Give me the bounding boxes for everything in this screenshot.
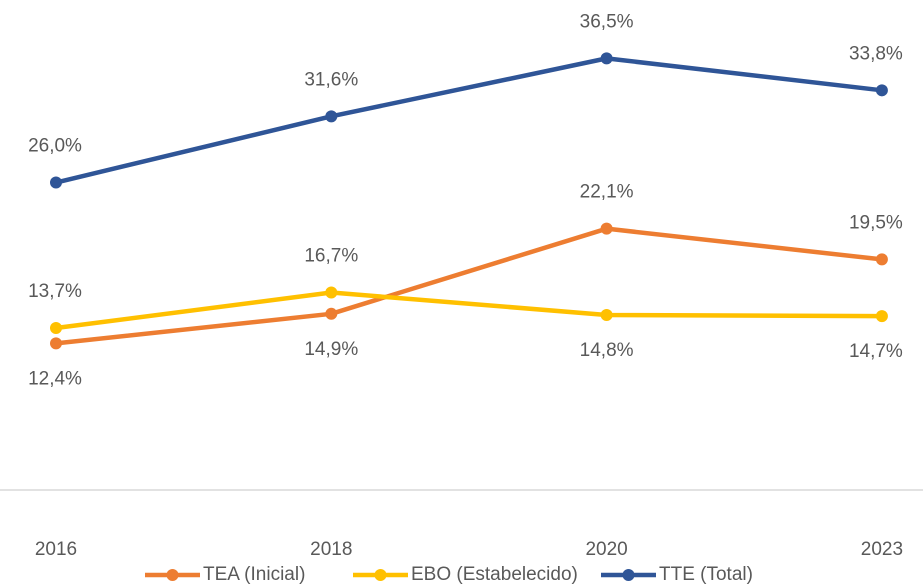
- data-point: [600, 222, 613, 235]
- data-label: 14,9%: [304, 339, 358, 360]
- legend-marker: [374, 569, 387, 581]
- data-point: [325, 110, 338, 123]
- data-label: 26,0%: [28, 136, 82, 157]
- data-point: [50, 321, 62, 334]
- data-point: [50, 337, 62, 350]
- legend-label: TEA (Inicial): [203, 564, 305, 585]
- data-point: [600, 52, 613, 65]
- data-point: [325, 286, 338, 299]
- data-label: 36,5%: [580, 11, 634, 32]
- series-line: [55, 290, 882, 331]
- data-point: [875, 310, 888, 323]
- x-tick-label: 2016: [35, 539, 77, 560]
- legend-label: EBO (Estabelecido): [411, 564, 578, 585]
- data-label: 16,7%: [304, 246, 358, 267]
- data-point: [325, 307, 338, 320]
- x-tick-label: 2020: [585, 539, 627, 560]
- data-label: 13,7%: [28, 281, 82, 302]
- data-label: 19,5%: [849, 212, 903, 233]
- data-point: [875, 253, 888, 266]
- data-label: 12,4%: [28, 368, 82, 389]
- series-line: [55, 56, 883, 185]
- data-label: 14,7%: [849, 341, 903, 362]
- series-line: [55, 226, 883, 346]
- legend-label: TTE (Total): [659, 564, 753, 585]
- data-label: 14,8%: [580, 340, 634, 361]
- legend-marker: [622, 569, 635, 581]
- data-point: [875, 84, 888, 97]
- data-label: 31,6%: [304, 69, 358, 90]
- data-label: 33,8%: [849, 43, 903, 64]
- x-tick-label: 2023: [861, 539, 903, 560]
- x-tick-label: 2018: [310, 539, 352, 560]
- data-point: [600, 308, 613, 321]
- data-point: [50, 176, 62, 189]
- legend-marker: [166, 569, 179, 581]
- data-label: 22,1%: [580, 182, 634, 203]
